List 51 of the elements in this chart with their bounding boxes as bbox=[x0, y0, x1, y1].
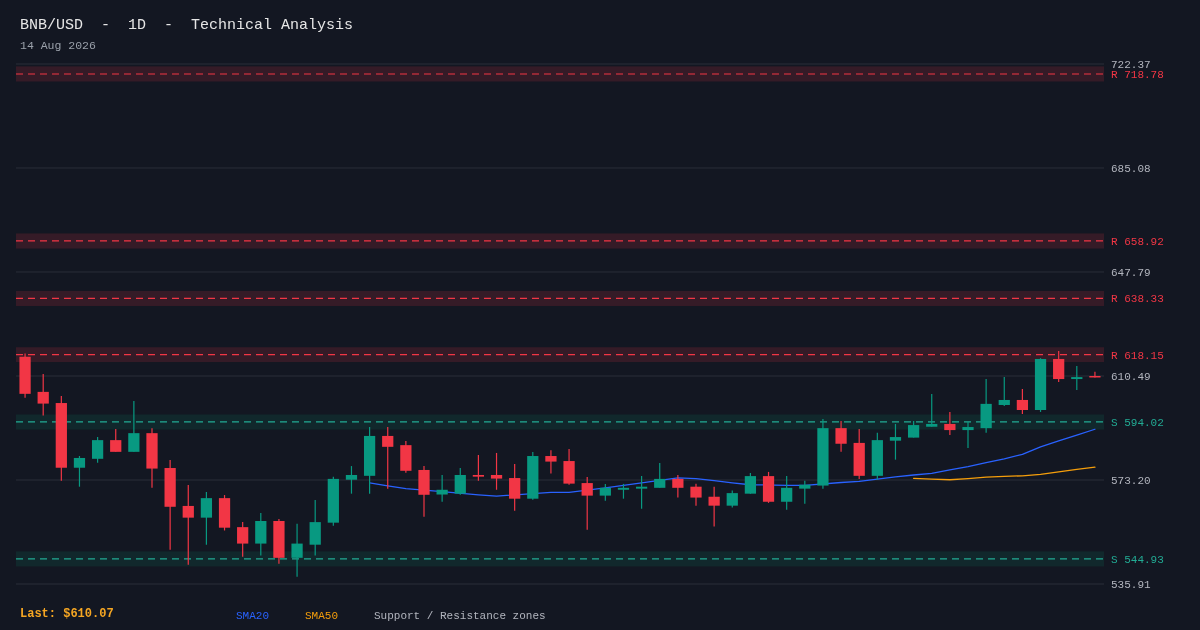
candlestick bbox=[454, 467, 466, 496]
ref-line-label: R 718.78 bbox=[1111, 69, 1164, 82]
candlestick bbox=[635, 475, 648, 510]
candlestick bbox=[91, 436, 104, 464]
candlestick bbox=[255, 512, 267, 557]
text: SMA20 bbox=[236, 610, 270, 622]
candlestick bbox=[744, 472, 757, 495]
candlestick bbox=[436, 474, 448, 503]
candlestick bbox=[1071, 365, 1083, 391]
y-tick-label: 647.79 bbox=[1111, 266, 1151, 279]
candlestick bbox=[581, 476, 593, 531]
candlestick bbox=[309, 499, 321, 557]
candlestick bbox=[708, 486, 720, 528]
candlestick bbox=[182, 484, 194, 566]
chart-subtitle: 14 Aug 2026 bbox=[20, 39, 97, 52]
ref-line-label: S 544.93 bbox=[1111, 553, 1164, 566]
candlestick bbox=[654, 462, 666, 489]
candlestick bbox=[73, 455, 86, 488]
y-tick-label: 685.08 bbox=[1111, 162, 1151, 175]
candlestick bbox=[237, 521, 249, 558]
candlestick bbox=[672, 474, 684, 499]
text: Support / Resistance zones bbox=[374, 610, 546, 622]
candlestick bbox=[200, 491, 213, 546]
candlestick bbox=[472, 454, 485, 482]
candlestick bbox=[110, 428, 122, 453]
y-tick-label: 573.20 bbox=[1111, 475, 1151, 488]
candlestick bbox=[690, 483, 702, 507]
chart-title: BNB/USD - 1D - Technical Analysis bbox=[20, 17, 354, 34]
candlestick bbox=[37, 373, 49, 417]
candlestick bbox=[545, 449, 557, 475]
candlestick bbox=[998, 376, 1010, 407]
candlestick bbox=[490, 452, 503, 491]
ref-line-label: R 658.92 bbox=[1111, 235, 1164, 248]
candlestick bbox=[563, 448, 575, 486]
candlestick bbox=[291, 523, 303, 578]
candlestick bbox=[345, 465, 358, 495]
line-series bbox=[912, 466, 1096, 481]
y-tick-label: 535.91 bbox=[1111, 579, 1152, 591]
y-tick-label: 610.49 bbox=[1111, 371, 1151, 384]
y-tick-label: 722.37 bbox=[1111, 59, 1151, 71]
text: Last: $610.07 bbox=[20, 607, 114, 621]
text: SMA50 bbox=[305, 610, 339, 622]
candlestick bbox=[382, 426, 394, 490]
candlestick bbox=[509, 463, 521, 512]
candlestick bbox=[781, 475, 793, 511]
ref-line-label: R 638.33 bbox=[1111, 293, 1164, 306]
candlestick bbox=[1016, 388, 1029, 415]
candlestick bbox=[799, 480, 811, 505]
candlestick bbox=[889, 423, 902, 461]
ref-line-label: S 594.02 bbox=[1111, 416, 1164, 429]
ref-line-label: R 618.15 bbox=[1111, 349, 1164, 362]
